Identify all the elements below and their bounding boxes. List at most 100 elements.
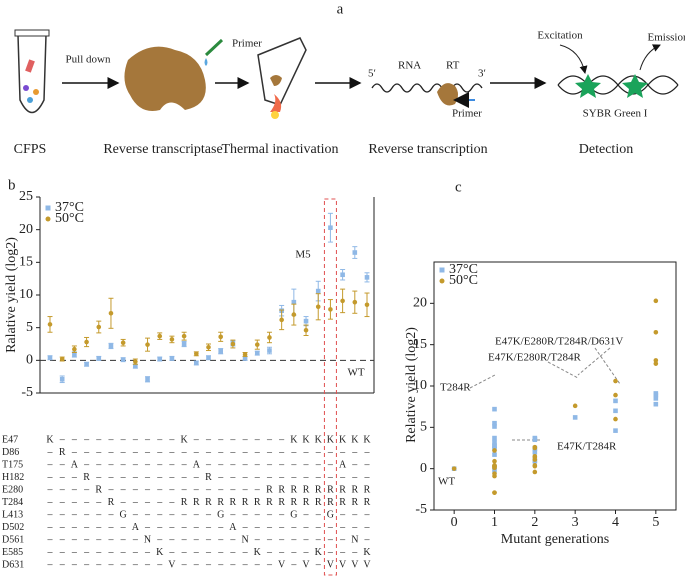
- table-cell: –: [229, 459, 236, 470]
- point: [315, 288, 321, 294]
- table-cell: –: [205, 534, 212, 545]
- table-cell: –: [120, 522, 127, 533]
- table-cell: –: [83, 497, 90, 508]
- table-cell: V: [363, 559, 371, 570]
- table-cell: –: [120, 459, 127, 470]
- highlight-box: [323, 198, 337, 576]
- point: [157, 333, 163, 339]
- table-cell: –: [71, 497, 78, 508]
- table-cell: –: [229, 472, 236, 483]
- table-cell: –: [120, 447, 127, 458]
- point: [451, 466, 457, 471]
- point: [120, 357, 126, 362]
- table-cell: R: [315, 497, 322, 508]
- annotation: M5: [295, 249, 311, 261]
- table-cell: –: [156, 522, 163, 533]
- table-cell: K: [339, 434, 347, 445]
- table-cell: –: [47, 559, 54, 570]
- table-cell: A: [132, 522, 140, 533]
- table-cell: –: [278, 534, 285, 545]
- table-cell: –: [303, 534, 310, 545]
- table-cell: –: [59, 497, 66, 508]
- point: [72, 352, 77, 357]
- table-cell: –: [205, 522, 212, 533]
- table-cell: K: [156, 547, 164, 558]
- table-cell: K: [254, 547, 262, 558]
- table-cell: –: [242, 509, 249, 520]
- table-cell: –: [107, 509, 114, 520]
- table-cell: –: [254, 509, 261, 520]
- step-caption: Reverse transcription: [368, 142, 487, 157]
- point: [439, 278, 445, 284]
- point: [613, 416, 618, 422]
- table-cell: –: [71, 559, 78, 570]
- table-cell: –: [254, 472, 261, 483]
- table-cell: –: [229, 559, 236, 570]
- table-cell: –: [217, 522, 224, 533]
- table-cell: –: [315, 447, 322, 458]
- table-cell: –: [217, 547, 224, 558]
- table-cell: –: [47, 484, 54, 495]
- table-cell: –: [193, 434, 200, 445]
- table-cell: –: [229, 484, 236, 495]
- y-tick-label: 25: [19, 189, 33, 204]
- table-cell: –: [193, 447, 200, 458]
- table-cell: –: [303, 547, 310, 558]
- point: [133, 359, 138, 364]
- y-tick-label: 15: [19, 255, 33, 270]
- table-cell: –: [266, 509, 273, 520]
- table-cell: R: [315, 484, 322, 495]
- panel-label: a: [337, 1, 344, 17]
- table-cell: K: [315, 547, 323, 558]
- table-cell: –: [107, 447, 114, 458]
- table-cell: –: [278, 547, 285, 558]
- table-cell: –: [95, 434, 102, 445]
- row-label: E47: [2, 434, 18, 445]
- point: [613, 378, 618, 384]
- row-label: D561: [2, 534, 24, 545]
- table-cell: –: [156, 434, 163, 445]
- table-cell: –: [181, 522, 188, 533]
- table-cell: V: [302, 559, 310, 570]
- point: [352, 250, 358, 255]
- y-tick-label: 10: [19, 287, 33, 302]
- point: [532, 437, 538, 443]
- table-cell: –: [83, 484, 90, 495]
- table-cell: –: [364, 522, 371, 533]
- x-axis-label: Mutant generations: [501, 532, 609, 547]
- table-cell: –: [59, 534, 66, 545]
- table-cell: –: [254, 459, 261, 470]
- step-label: Pull down: [66, 54, 111, 66]
- table-cell: –: [217, 447, 224, 458]
- point: [492, 444, 497, 449]
- point: [84, 339, 89, 345]
- table-cell: –: [144, 522, 151, 533]
- table-cell: –: [327, 447, 334, 458]
- y-tick-label: 20: [413, 296, 427, 311]
- table-cell: A: [339, 459, 347, 470]
- table-cell: –: [351, 459, 358, 470]
- table-cell: –: [95, 534, 102, 545]
- table-cell: R: [278, 497, 285, 508]
- row-label: T284: [2, 497, 23, 508]
- table-cell: –: [95, 459, 102, 470]
- point: [267, 335, 272, 340]
- table-cell: –: [217, 434, 224, 445]
- table-cell: –: [217, 559, 224, 570]
- x-tick-label: 1: [491, 515, 498, 530]
- point: [59, 376, 65, 382]
- strand-label: RT: [446, 60, 460, 72]
- point: [230, 341, 236, 347]
- point: [254, 350, 260, 356]
- table-cell: –: [327, 459, 334, 470]
- point: [328, 307, 333, 312]
- point: [96, 356, 102, 361]
- point: [653, 358, 659, 363]
- table-cell: –: [315, 522, 322, 533]
- table-cell: –: [144, 472, 151, 483]
- table-cell: –: [217, 534, 224, 545]
- table-cell: –: [193, 522, 200, 533]
- table-cell: –: [181, 484, 188, 495]
- table-cell: –: [107, 434, 114, 445]
- table-cell: –: [364, 534, 371, 545]
